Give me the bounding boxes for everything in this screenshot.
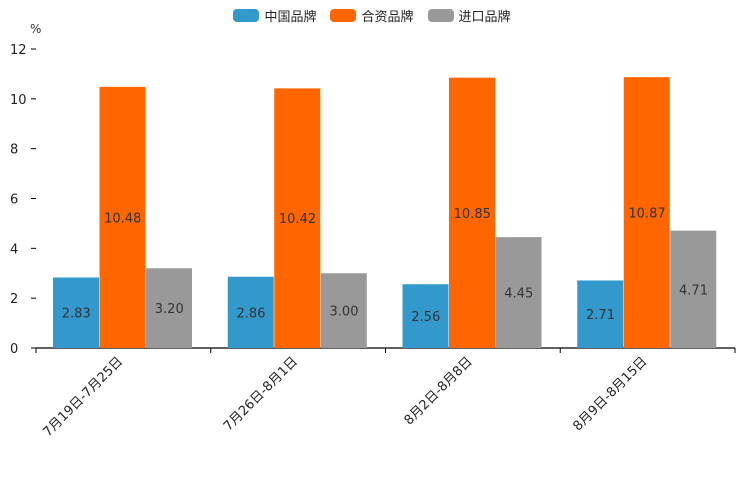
legend: 中国品牌 合资品牌 进口品牌: [0, 6, 744, 25]
bar-domestic[interactable]: [577, 280, 624, 348]
y-tick-label: 2: [10, 292, 18, 307]
legend-label-domestic: 中国品牌: [264, 10, 317, 25]
y-axis-unit-label: %: [30, 22, 41, 36]
legend-swatch-domestic: [233, 9, 260, 22]
data-label-imported: 3.00: [330, 305, 359, 320]
y-tick-label: 12: [10, 43, 27, 58]
data-label-domestic: 2.86: [237, 306, 266, 321]
legend-item-joint-venture[interactable]: 合资品牌: [330, 6, 414, 25]
bar-imported[interactable]: [320, 273, 367, 348]
y-tick-label: 6: [10, 193, 18, 208]
bar-imported[interactable]: [670, 230, 717, 348]
y-tick-label: 10: [10, 93, 27, 108]
data-label-joint-venture: 10.48: [104, 211, 141, 226]
bar-joint-venture[interactable]: [274, 88, 321, 348]
legend-swatch-joint-venture: [330, 9, 357, 22]
legend-label-joint-venture: 合资品牌: [361, 10, 414, 25]
bar-joint-venture[interactable]: [623, 77, 670, 349]
data-label-imported: 3.20: [155, 302, 184, 317]
bar-imported[interactable]: [495, 237, 542, 348]
y-tick-label: 8: [10, 143, 18, 158]
data-label-domestic: 2.71: [586, 308, 615, 323]
data-label-imported: 4.71: [679, 283, 708, 298]
bar-joint-venture[interactable]: [99, 86, 146, 348]
bar-imported[interactable]: [146, 268, 192, 348]
data-label-domestic: 2.83: [62, 307, 91, 322]
x-tick-label: 8月9日-8月15日: [571, 354, 651, 434]
y-tick-label: 4: [10, 242, 18, 257]
data-label-domestic: 2.56: [411, 310, 440, 325]
x-tick-label: 8月2日-8月8日: [402, 354, 476, 428]
x-tick-label: 7月26日-8月1日: [221, 354, 301, 434]
legend-swatch-imported: [427, 9, 454, 22]
y-tick-label: 0: [10, 342, 18, 357]
data-label-joint-venture: 10.85: [454, 207, 491, 222]
bar-domestic[interactable]: [227, 276, 274, 348]
bar-domestic[interactable]: [402, 284, 449, 348]
data-label-imported: 4.45: [504, 287, 533, 302]
data-label-joint-venture: 10.87: [628, 207, 665, 222]
x-tick-label: 7月19日-7月25日: [40, 354, 126, 440]
legend-item-imported[interactable]: 进口品牌: [427, 6, 511, 25]
bar-joint-venture[interactable]: [449, 77, 495, 348]
legend-label-imported: 进口品牌: [458, 10, 511, 25]
legend-item-domestic[interactable]: 中国品牌: [233, 6, 316, 25]
data-label-joint-venture: 10.42: [279, 212, 316, 227]
bar-domestic[interactable]: [53, 277, 99, 348]
